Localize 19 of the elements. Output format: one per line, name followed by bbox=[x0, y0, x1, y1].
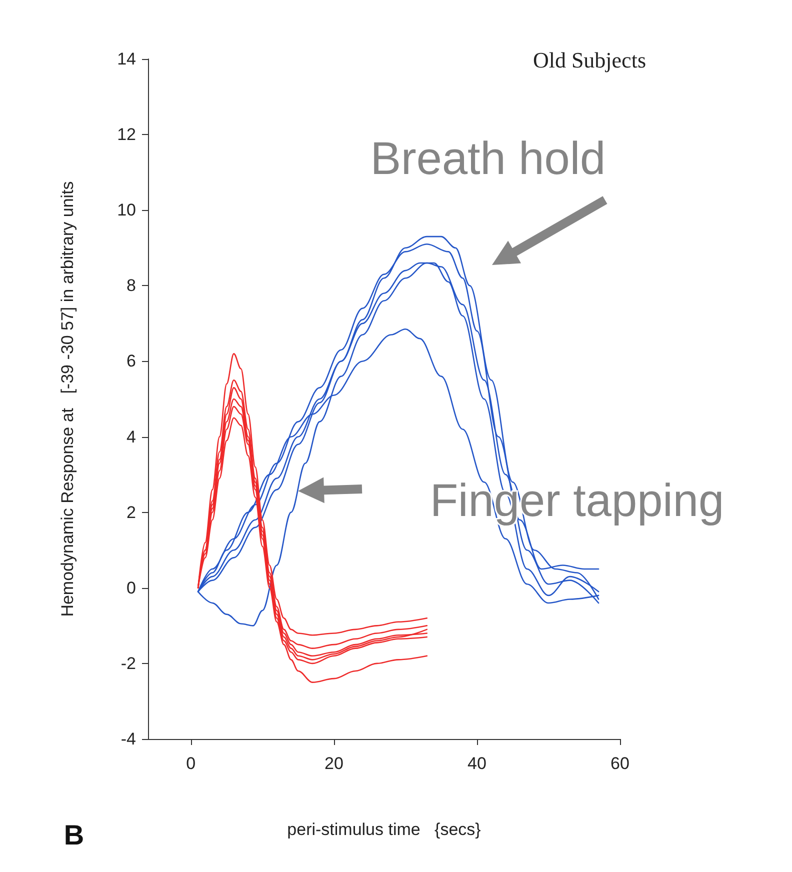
y-axis-title: Hemodynamic Response at [-39 -30 57] in arbitrary units bbox=[58, 181, 77, 617]
y-tick-label: 2 bbox=[126, 502, 136, 522]
x-axis-title: peri-stimulus time {secs} bbox=[287, 820, 482, 839]
y-tick-label: 14 bbox=[117, 50, 136, 68]
x-tick-label: 20 bbox=[324, 754, 344, 773]
y-tick-label: 4 bbox=[126, 427, 136, 446]
y-tick-label: 6 bbox=[126, 352, 136, 371]
y-tick-label: 0 bbox=[126, 578, 136, 598]
y-tick-label: -2 bbox=[120, 654, 136, 673]
x-tick-label: 0 bbox=[186, 754, 196, 773]
x-tick-label: 60 bbox=[610, 754, 630, 773]
chart-title: Old Subjects bbox=[532, 48, 646, 72]
annotation: Breath hold bbox=[370, 132, 606, 184]
text: B bbox=[64, 820, 84, 850]
y-tick-label: -4 bbox=[120, 730, 136, 748]
x-tick-label: 40 bbox=[468, 754, 486, 773]
y-tick-label: 12 bbox=[117, 125, 136, 144]
y-tick-label: 8 bbox=[126, 276, 136, 296]
y-tick-label: 10 bbox=[117, 200, 136, 220]
